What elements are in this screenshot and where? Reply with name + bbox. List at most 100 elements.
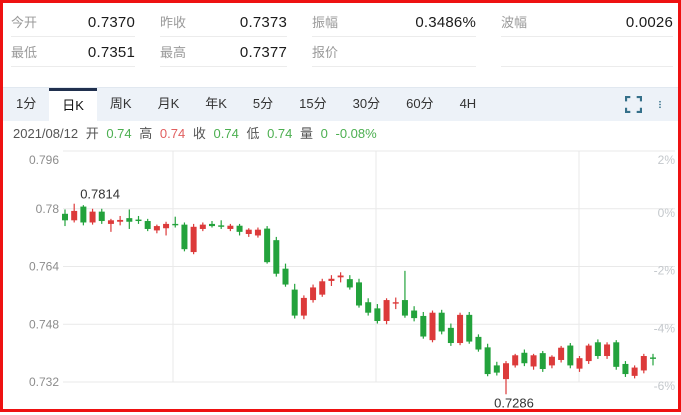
tab-30min[interactable]: 30分: [352, 96, 381, 111]
quote-panel: 今开 0.7370 昨收 0.7373 振幅 0.3486% 波幅 0.0026…: [3, 3, 678, 67]
quote-cell-prev-close: 昨收 0.7373: [160, 9, 287, 37]
y-axis-right-label: -2%: [654, 264, 676, 278]
quote-cell-today-open: 今开 0.7370: [11, 9, 135, 37]
tab-5min[interactable]: 5分: [252, 96, 274, 111]
candle: [392, 302, 399, 304]
candle: [447, 327, 454, 344]
candle: [576, 358, 583, 369]
candle: [530, 355, 537, 367]
candle: [346, 279, 353, 288]
quote-value: 0.7351: [87, 44, 135, 61]
y-axis-left-label: 0.732: [29, 375, 59, 389]
candle: [539, 353, 546, 370]
candle: [328, 278, 335, 281]
candle: [457, 314, 464, 344]
period-tabbar: 1分 日K 周K 月K 年K 5分 15分 30分 60分 4H: [3, 87, 678, 121]
candle: [153, 226, 160, 231]
candle: [604, 344, 611, 357]
candle: [163, 223, 170, 229]
candle: [89, 211, 96, 223]
candle: [484, 347, 491, 375]
tab-60min[interactable]: 60分: [406, 96, 434, 111]
candle: [585, 345, 592, 362]
candle: [172, 223, 179, 226]
quote-label: 今开: [11, 15, 38, 30]
candle: [337, 275, 344, 278]
candle: [594, 342, 601, 357]
candle: [558, 347, 565, 360]
fullscreen-icon[interactable]: [625, 96, 642, 113]
legend-high-value: 0.74: [159, 126, 186, 141]
candle: [291, 289, 298, 316]
candle: [521, 352, 528, 364]
candle: [254, 229, 261, 236]
quote-label: 昨收: [160, 15, 187, 30]
candle: [503, 363, 509, 380]
candle: [548, 356, 555, 366]
candle: [493, 365, 500, 373]
candle: [273, 240, 280, 274]
tab-monthly-k[interactable]: 月K: [157, 96, 180, 111]
candle: [209, 223, 215, 227]
candle: [199, 224, 206, 229]
candle: [218, 225, 225, 227]
candle: [126, 218, 133, 222]
tab-1min[interactable]: 1分: [16, 96, 37, 111]
quote-cell-price: 报价: [312, 39, 476, 67]
quote-label: 最高: [160, 45, 187, 60]
candle: [80, 206, 87, 223]
legend-volume-label: 量: [300, 126, 314, 141]
candle: [319, 281, 326, 295]
candle: [411, 310, 418, 319]
tab-yearly-k[interactable]: 年K: [205, 96, 227, 111]
legend-close-label: 收: [192, 126, 206, 141]
y-axis-right-label: 2%: [658, 153, 676, 167]
quote-grid: 今开 0.7370 昨收 0.7373 振幅 0.3486% 波幅 0.0026…: [11, 9, 678, 67]
y-axis-left-label: 0.796: [29, 153, 59, 167]
legend-close-value: 0.74: [213, 126, 239, 141]
high-annotation: 0.7814: [80, 187, 120, 202]
candle: [438, 312, 445, 332]
candle: [117, 219, 124, 222]
legend-change-percent: -0.08%: [335, 126, 377, 141]
candle: [98, 211, 105, 222]
candle: [135, 219, 142, 222]
candle: [62, 213, 68, 221]
legend-low-label: 低: [246, 126, 260, 141]
quote-value: 0.0026: [625, 14, 673, 31]
quote-cell-amplitude: 振幅 0.3486%: [312, 9, 476, 37]
candle: [282, 268, 289, 285]
candle: [475, 336, 482, 350]
candle: [181, 224, 188, 250]
tab-weekly-k[interactable]: 周K: [109, 96, 132, 111]
candle: [631, 367, 638, 376]
legend-open-label: 开: [85, 126, 99, 141]
quote-value: 0.3486%: [415, 14, 476, 31]
candle: [383, 300, 390, 322]
candle: [622, 363, 629, 375]
quote-label: 最低: [11, 45, 38, 60]
tab-4h[interactable]: 4H: [459, 96, 477, 111]
candle: [356, 282, 362, 306]
candle: [567, 345, 574, 366]
legend-date: 2021/08/12: [13, 126, 79, 141]
candle: [420, 315, 427, 337]
quote-value: 0.7377: [239, 44, 287, 61]
candlestick-chart[interactable]: 0.796 2% 0.78 0% 0.764 -2% 0.748 -4% 0.732 -6% 0.7…: [3, 148, 681, 415]
quote-label: 波幅: [501, 15, 528, 30]
more-icon[interactable]: [656, 96, 664, 113]
quote-label: 振幅: [312, 15, 339, 30]
candle: [640, 356, 647, 371]
candle: [107, 220, 114, 224]
tab-15min[interactable]: 15分: [299, 96, 327, 111]
candlestick-svg[interactable]: 0.796 2% 0.78 0% 0.764 -2% 0.748 -4% 0.732 -6% 0.7…: [3, 148, 681, 415]
y-axis-left-label: 0.748: [29, 317, 59, 331]
tab-daily-k[interactable]: 日K: [49, 88, 97, 121]
y-axis-right-label: 0%: [658, 206, 676, 220]
quote-value: 0.7373: [239, 14, 287, 31]
low-annotation: 0.7286: [494, 395, 534, 410]
y-axis-left-label: 0.78: [36, 202, 60, 216]
y-axis-left-label: 0.764: [29, 260, 59, 274]
tabbar-spacer: [489, 88, 625, 121]
